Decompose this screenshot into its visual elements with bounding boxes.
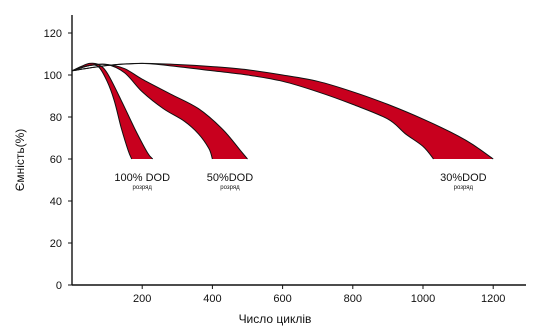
dod-band-0 (72, 63, 153, 159)
x-tick-label: 800 (344, 293, 362, 305)
y-tick-label: 80 (50, 112, 62, 124)
dod-lower-line-1 (71, 63, 213, 160)
x-tick-label: 200 (133, 293, 151, 305)
y-tick-label: 0 (56, 280, 62, 292)
dod-sublabel-2: розряд (454, 185, 474, 191)
dod-sublabel-0: розряд (133, 185, 153, 191)
dod-band-1 (72, 63, 248, 159)
dod-lower-line-2 (71, 62, 434, 160)
y-tick-label: 20 (50, 238, 62, 250)
y-tick-label: 100 (44, 70, 62, 82)
dod-band-2 (72, 63, 494, 159)
dod-sublabel-1: розряд (220, 185, 240, 191)
axes (71, 15, 526, 286)
dod-label-0: 100% DOD (114, 172, 170, 184)
x-tick-label: 1000 (411, 293, 435, 305)
x-ticks: 200 400 600 800 1000 1200 (133, 285, 505, 305)
x-tick-label: 400 (203, 293, 221, 305)
y-tick-label: 120 (44, 28, 62, 40)
y-tick-label: 60 (50, 154, 62, 166)
dod-label-2: 30%DOD (440, 172, 487, 184)
y-ticks: 0 20 40 60 80 100 120 (44, 28, 72, 292)
x-tick-label: 1200 (481, 293, 505, 305)
x-axis-title: Число циклів (239, 312, 312, 326)
x-tick-label: 600 (273, 293, 291, 305)
y-tick-label: 40 (50, 196, 62, 208)
dod-label-1: 50%DOD (207, 172, 254, 184)
dod-bands (71, 62, 494, 160)
dod-upper-line-0 (71, 62, 154, 160)
y-axis-title: Ємність(%) (13, 129, 27, 192)
